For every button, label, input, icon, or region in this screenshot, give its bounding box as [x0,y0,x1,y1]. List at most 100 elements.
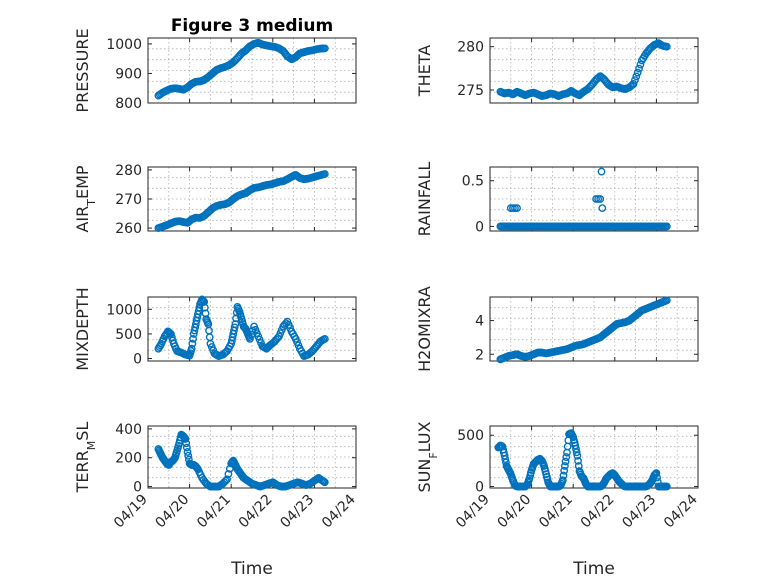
x-tick-label: 04/21 [536,492,576,532]
series-pressure [154,38,329,100]
subplot-sun-flux: 0 500 04/19 04/20 04/21 04/22 04/23 04/24 SUNFLU… [415,421,701,531]
series-terr-msl [154,430,329,491]
data-point [182,439,191,448]
y-tick-label: 0 [133,480,142,496]
data-point [320,478,329,487]
data-point [181,435,190,443]
axes-box-rainfall [489,166,699,232]
x-tick-label: 04/23 [619,492,659,532]
x-tick-label: 04/24 [319,491,359,531]
x-tick-label: 04/22 [578,492,618,532]
x-tick-label: 04/24 [661,491,701,531]
grid-sun-flux [490,426,698,488]
y-tick-label: 280 [457,40,484,56]
y-tick-label: 2 [475,347,484,363]
data-point [653,473,661,482]
y-tick-label: 1000 [106,302,142,318]
y-tick-label: 270 [115,192,142,208]
data-point [558,476,567,485]
y-tick-label: 0 [133,352,142,368]
x-tick-label: 04/20 [495,492,535,532]
data-point [562,453,571,461]
data-point [631,76,639,85]
figure-title: Figure 3 medium [171,16,333,36]
data-point [230,323,239,332]
series-theta [496,39,671,100]
data-point [223,475,231,484]
data-point [573,451,582,460]
data-point [629,80,638,88]
data-point [189,334,197,343]
subplot-theta: 275 280 THETA [415,37,699,104]
subplot-grid: 800 900 1000 PRESSURE 275 280 THETA 260 270 280 AI… [73,28,701,531]
y-tick-label: 4 [475,314,484,330]
series-mixdepth [154,295,329,360]
data-point [574,456,582,465]
data-point [596,195,605,203]
data-point [560,462,569,470]
data-point [561,457,570,466]
data-point [635,64,643,73]
data-point [184,451,193,460]
data-point [320,334,329,343]
data-point [662,222,671,231]
data-point [224,470,233,478]
y-tick-label: 280 [115,163,142,179]
data-point [188,339,197,348]
y-axis-label-sun-flux: SUNFLUX [415,421,440,492]
y-tick-label: 800 [115,96,142,112]
axes-box-h2omixra [489,296,699,362]
y-axis-label-h2omixra: H2OMIXRA [415,286,434,372]
data-point [633,68,642,77]
data-point [572,448,581,457]
y-tick-label: 260 [115,221,142,237]
data-point [636,60,645,69]
series-rainfall [496,167,671,231]
x-tick-label: 04/21 [194,492,234,532]
data-point [662,482,671,491]
data-point [195,303,204,312]
data-point [598,204,607,213]
y-tick-label: 500 [115,327,142,343]
axes-box-mixdepth [147,296,357,362]
data-point [662,296,671,305]
series-h2omixra [496,296,671,364]
x-axis-label-right: Time [572,559,615,579]
data-point [246,334,254,343]
y-axis-label-air-temp: AIRTEMP [73,165,98,232]
x-tick-label: 04/20 [153,492,193,532]
subplot-mixdepth: 0 500 1000 MIXDEPTH [73,287,357,371]
y-axis-label-mixdepth: MIXDEPTH [73,287,92,370]
subplot-h2omixra: 2 4 H2OMIXRA [415,286,699,372]
axes-box-theta [489,37,699,104]
y-tick-label: 900 [115,66,142,82]
data-point [205,333,214,342]
axes-box-pressure [147,37,357,104]
y-tick-label: 0 [475,219,484,235]
series-sun-flux [494,429,671,491]
x-axis-label-left: Time [230,559,273,579]
data-point [183,448,192,456]
data-point [182,443,191,452]
y-tick-label: 200 [115,451,142,467]
grid-rainfall [490,167,698,231]
y-axis-label-rainfall: RAINFALL [415,162,434,237]
data-point [320,44,329,53]
data-point [560,466,569,475]
axes-box-terr-msl [147,425,357,489]
y-tick-label: 400 [115,422,142,438]
series-air-temp [154,170,329,232]
x-tick-label: 04/19 [111,492,151,532]
data-point [187,344,196,353]
data-point [632,72,641,81]
data-point [597,167,606,176]
data-point [662,42,671,51]
grid-h2omixra [490,297,698,361]
y-tick-label: 500 [457,428,484,444]
y-tick-label: 1000 [106,37,142,53]
subplot-air-temp: 260 270 280 AIRTEMP [73,163,357,237]
data-point [286,54,295,63]
data-point [205,326,213,335]
y-tick-label: 0.5 [462,174,484,190]
data-point [563,448,571,457]
